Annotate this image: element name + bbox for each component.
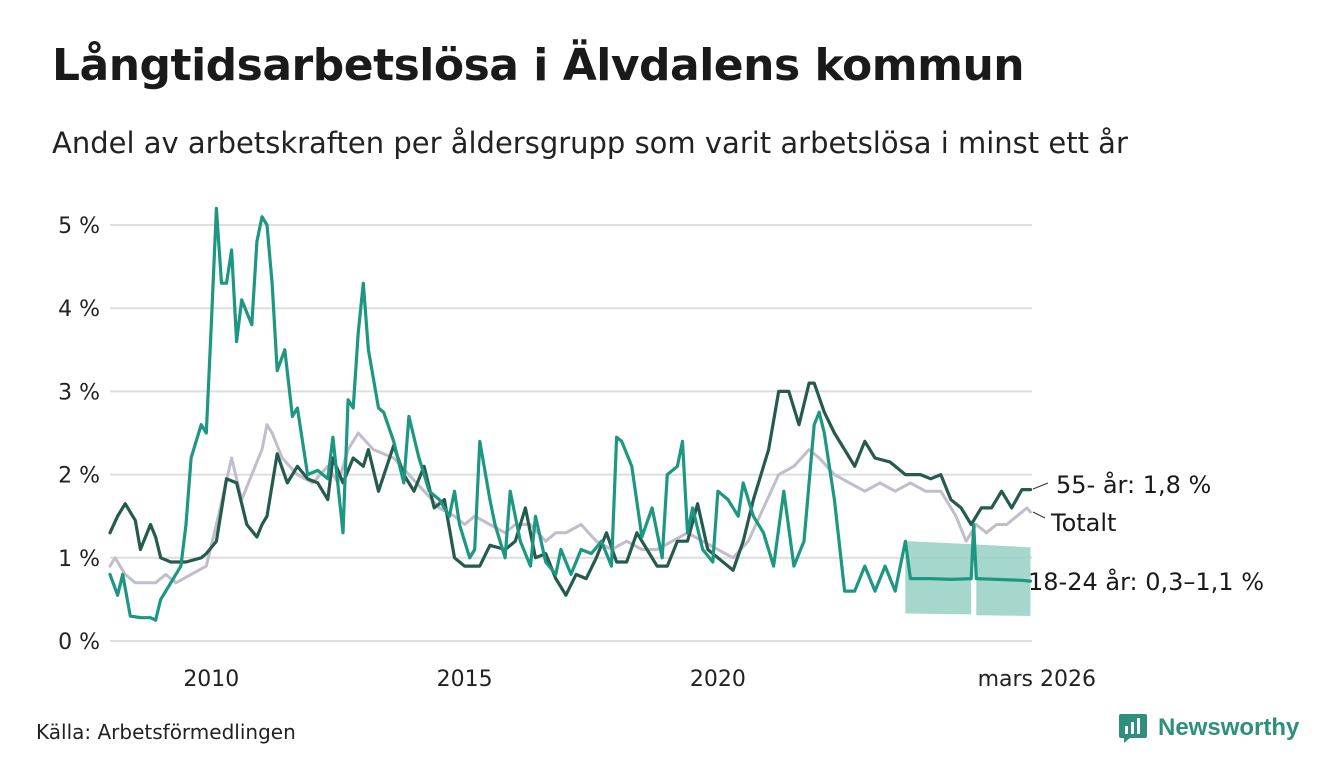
y-axis: 0 % 1 % 2 % 3 % 4 % 5 % xyxy=(58,214,100,655)
series-label-totalt: Totalt xyxy=(1050,509,1116,537)
newsworthy-icon xyxy=(1119,714,1147,743)
brand-logo[interactable]: Newsworthy xyxy=(1118,712,1299,744)
series-lines xyxy=(108,206,1033,622)
source-note: Källa: Arbetsförmedlingen xyxy=(36,720,296,744)
series-line-18-24-r xyxy=(108,206,1033,622)
chart-subtitle: Andel av arbetskraften per åldersgrupp s… xyxy=(52,126,1128,160)
x-tick-label: 2020 xyxy=(690,667,746,692)
x-tick-label: mars 2026 xyxy=(978,667,1096,692)
series-label-leader-55 xyxy=(1032,482,1049,490)
series-line-55-r xyxy=(108,381,1033,597)
y-tick-label: 3 % xyxy=(58,380,100,405)
x-axis: 2010 2015 2020 mars 2026 xyxy=(183,667,1096,692)
y-tick-label: 2 % xyxy=(58,464,100,489)
series-label-leader-totalt xyxy=(1032,511,1046,519)
y-tick-label: 5 % xyxy=(58,214,100,239)
series-label-18-24: 18-24 år: 0,3–1,1 % xyxy=(1028,567,1264,596)
gridlines xyxy=(110,224,1032,642)
series-label-55: 55- år: 1,8 % xyxy=(1056,470,1211,499)
series-line-totalt xyxy=(108,423,1032,585)
y-tick-label: 0 % xyxy=(58,630,100,655)
x-tick-label: 2010 xyxy=(183,667,239,692)
y-tick-label: 1 % xyxy=(58,547,100,572)
y-tick-label: 4 % xyxy=(58,297,100,322)
x-tick-label: 2015 xyxy=(437,667,493,692)
series-labels: 55- år: 1,8 % Totalt 18-24 år: 0,3–1,1 % xyxy=(1028,470,1264,596)
chart-title: Långtidsarbetslösa i Älvdalens kommun xyxy=(52,40,1025,91)
brand-name: Newsworthy xyxy=(1158,714,1300,741)
